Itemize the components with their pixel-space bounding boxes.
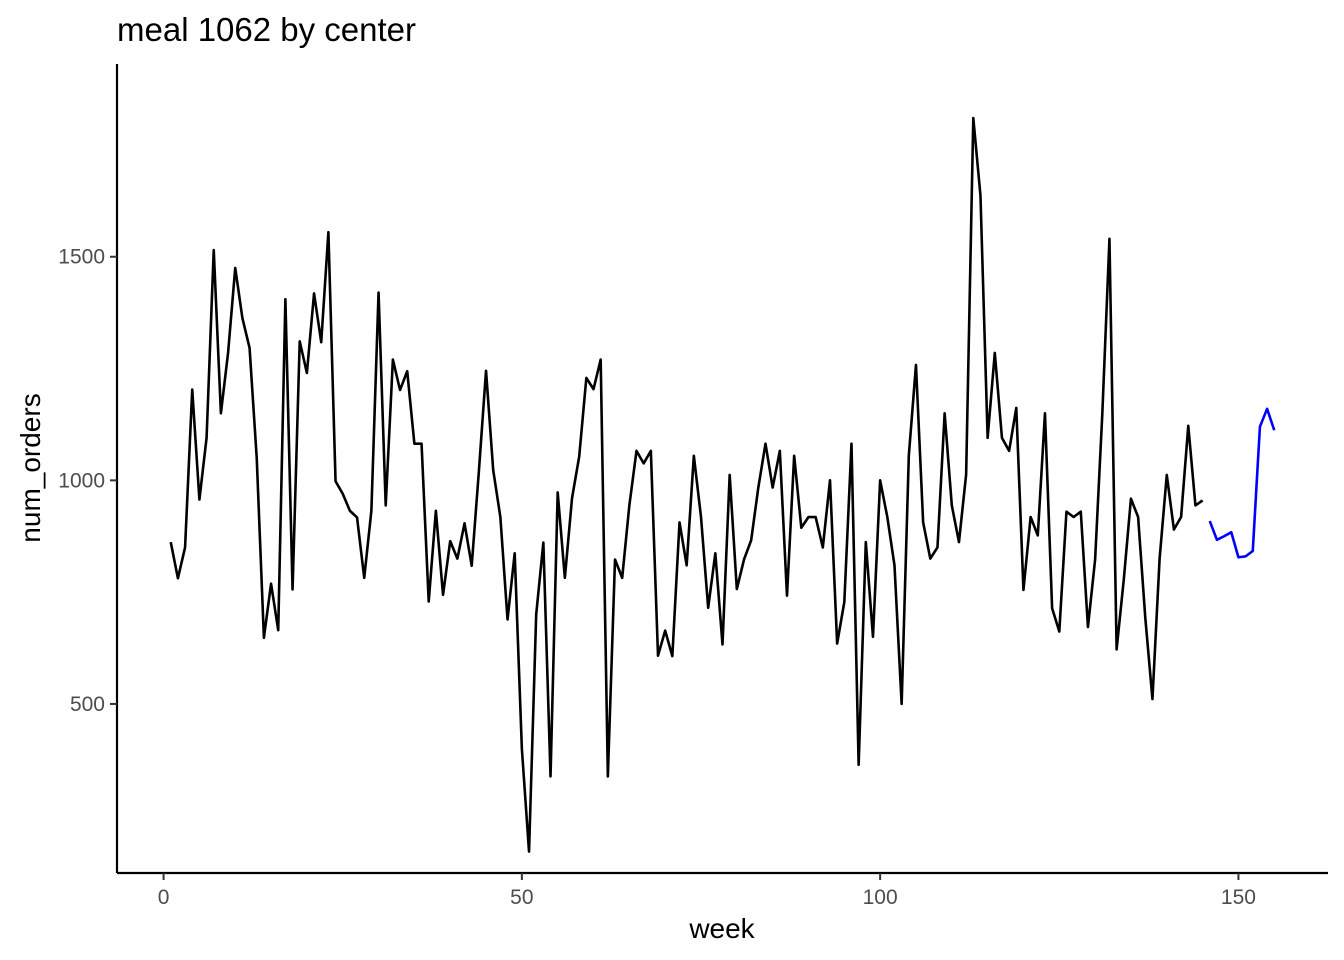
y-tick-label: 1000 [58, 469, 105, 492]
x-axis-title: week [688, 913, 755, 944]
x-axis-ticks: 0 50 100 150 [158, 873, 1256, 909]
plot-area [169, 116, 1276, 853]
x-tick-label: 150 [1221, 886, 1256, 909]
chart-title: meal 1062 by center [117, 11, 416, 48]
x-tick-label: 100 [863, 886, 898, 909]
series-line-observed [169, 116, 1204, 853]
series-line-forecast [1208, 407, 1276, 559]
y-axis-title: num_orders [15, 393, 46, 542]
x-tick-label: 50 [510, 886, 533, 909]
y-tick-label: 500 [70, 693, 105, 716]
y-tick-label: 1500 [58, 246, 105, 269]
x-tick-label: 0 [158, 886, 170, 909]
y-axis-ticks: 500 1000 1500 [58, 246, 117, 716]
